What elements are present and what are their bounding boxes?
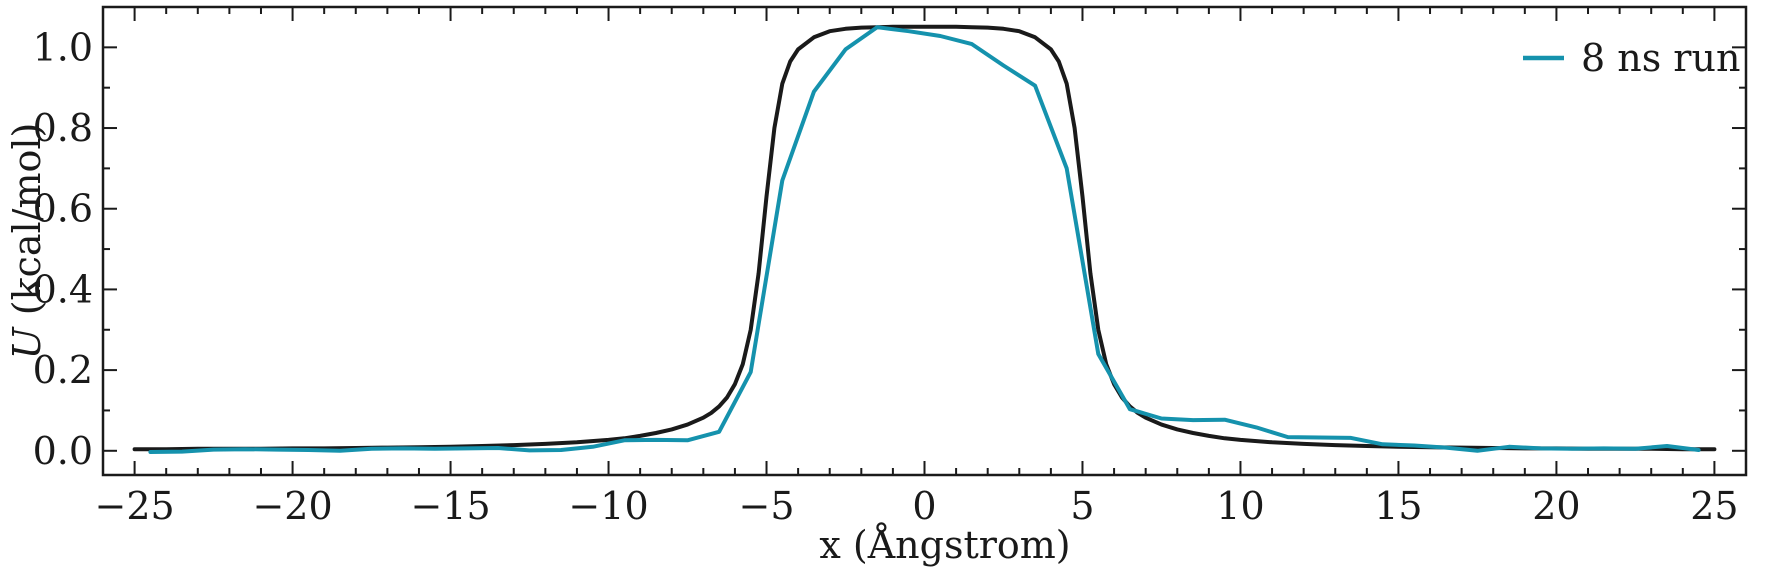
- plot-frame: [101, 5, 1748, 477]
- run-8ns-curve: [148, 25, 1701, 454]
- x-tick-label: −15: [410, 484, 490, 528]
- y-tick-label: 0.6: [33, 187, 93, 231]
- model-curve: [132, 24, 1717, 452]
- y-tick-label: 0.0: [33, 429, 93, 473]
- y-axis-label: U (kcal/mol): [5, 123, 49, 360]
- y-tick-label: 0.2: [33, 348, 93, 392]
- y-tick-label: 0.4: [33, 267, 93, 311]
- x-tick-label: 20: [1532, 484, 1580, 528]
- x-tick-label: −20: [252, 484, 332, 528]
- series-layer: [132, 24, 1717, 454]
- y-axis-label-units: (kcal/mol): [5, 123, 49, 328]
- tick-labels: −25 −20 −15 −10 −5 0 5 10 15 20 25 0.0 0.2 0.4 0.6 0.8 1…: [33, 25, 1739, 528]
- x-tick-label: 15: [1374, 484, 1422, 528]
- x-tick-label: 10: [1216, 484, 1264, 528]
- x-tick-label: 0: [912, 484, 936, 528]
- x-tick-label: −25: [94, 484, 174, 528]
- legend-label: 8 ns run: [1581, 36, 1740, 80]
- x-tick-label: −5: [739, 484, 795, 528]
- x-tick-label: −10: [568, 484, 648, 528]
- x-tick-label: 5: [1070, 484, 1094, 528]
- x-tick-label: 25: [1690, 484, 1738, 528]
- axis-ticks: [102, 6, 1747, 475]
- x-axis-label: x (Ångstrom): [819, 523, 1070, 567]
- y-axis-label-symbol: U: [5, 325, 49, 359]
- y-tick-label: 1.0: [33, 25, 93, 69]
- legend: 8 ns run: [1523, 36, 1740, 80]
- y-tick-label: 0.8: [33, 106, 93, 150]
